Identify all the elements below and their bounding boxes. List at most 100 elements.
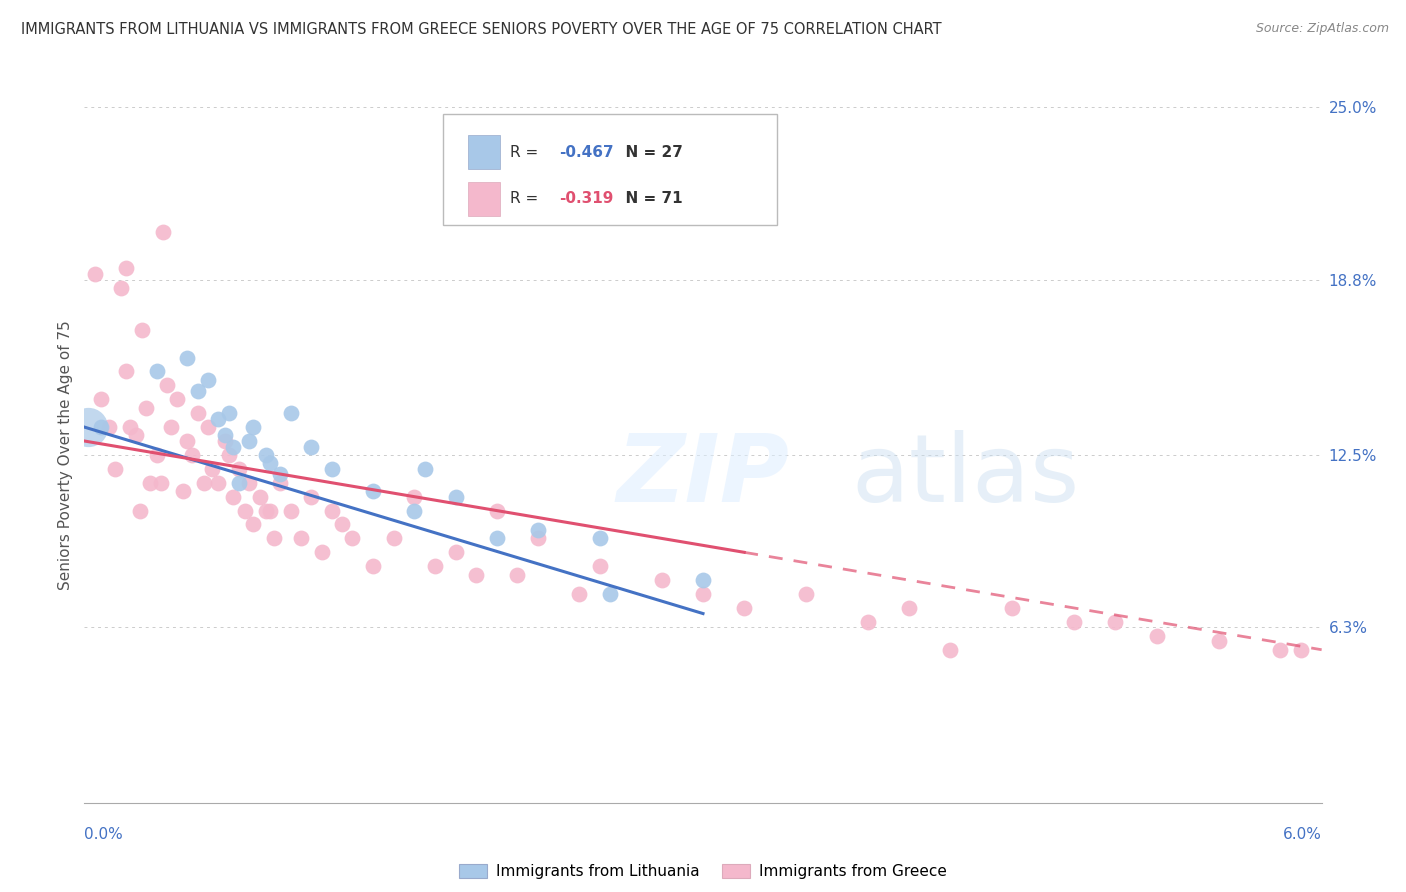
- Point: [110, 281, 132, 295]
- Text: ZIP: ZIP: [617, 430, 789, 522]
- FancyBboxPatch shape: [468, 135, 501, 169]
- Point: [135, 401, 157, 415]
- Point: [856, 615, 879, 629]
- Point: [269, 475, 291, 490]
- Text: N = 71: N = 71: [616, 192, 683, 206]
- Point: [527, 523, 550, 537]
- Point: [242, 420, 264, 434]
- Point: [444, 545, 467, 559]
- Point: [321, 503, 343, 517]
- Point: [794, 587, 817, 601]
- Point: [733, 601, 755, 615]
- Point: [197, 420, 219, 434]
- Text: R =: R =: [510, 192, 543, 206]
- Point: [145, 448, 167, 462]
- Point: [207, 411, 229, 425]
- Point: [172, 484, 194, 499]
- Point: [254, 448, 277, 462]
- Text: N = 27: N = 27: [616, 145, 683, 160]
- Point: [214, 434, 236, 448]
- Point: [218, 448, 240, 462]
- Point: [423, 559, 446, 574]
- Point: [90, 392, 112, 407]
- Point: [214, 428, 236, 442]
- Point: [83, 267, 105, 281]
- Point: [156, 378, 179, 392]
- Point: [114, 364, 136, 378]
- Point: [299, 490, 322, 504]
- Text: -0.319: -0.319: [560, 192, 614, 206]
- Point: [201, 462, 224, 476]
- Point: [299, 440, 322, 454]
- Text: -0.467: -0.467: [560, 145, 614, 160]
- Point: [176, 434, 198, 448]
- Point: [98, 420, 121, 434]
- Point: [599, 587, 621, 601]
- Point: [187, 384, 209, 398]
- Point: [898, 601, 921, 615]
- Point: [527, 532, 550, 546]
- Point: [444, 490, 467, 504]
- Point: [228, 475, 250, 490]
- Point: [125, 428, 148, 442]
- Legend: Immigrants from Lithuania, Immigrants from Greece: Immigrants from Lithuania, Immigrants fr…: [453, 858, 953, 886]
- Text: 6.0%: 6.0%: [1282, 827, 1322, 841]
- Point: [1063, 615, 1085, 629]
- Point: [218, 406, 240, 420]
- Point: [263, 532, 285, 546]
- FancyBboxPatch shape: [443, 114, 778, 226]
- Point: [152, 225, 174, 239]
- Point: [259, 456, 281, 470]
- Point: [568, 587, 591, 601]
- Point: [413, 462, 436, 476]
- Point: [207, 475, 229, 490]
- Point: [129, 503, 152, 517]
- Y-axis label: Seniors Poverty Over the Age of 75: Seniors Poverty Over the Age of 75: [58, 320, 73, 590]
- Point: [118, 420, 141, 434]
- Point: [176, 351, 198, 365]
- Point: [280, 503, 302, 517]
- Point: [180, 448, 202, 462]
- Point: [1208, 634, 1230, 648]
- Point: [242, 517, 264, 532]
- Point: [651, 573, 673, 587]
- Point: [222, 490, 245, 504]
- Point: [149, 475, 172, 490]
- Point: [104, 462, 127, 476]
- Point: [228, 462, 250, 476]
- Point: [238, 434, 260, 448]
- Point: [259, 503, 281, 517]
- Point: [342, 532, 364, 546]
- Point: [321, 462, 343, 476]
- Point: [589, 559, 612, 574]
- Point: [1289, 642, 1312, 657]
- Point: [1146, 629, 1168, 643]
- Point: [939, 642, 962, 657]
- Point: [692, 587, 714, 601]
- Point: [145, 364, 167, 378]
- Point: [197, 373, 219, 387]
- Point: [238, 475, 260, 490]
- Point: [485, 532, 508, 546]
- Point: [589, 532, 612, 546]
- Text: atlas: atlas: [852, 430, 1080, 522]
- Point: [249, 490, 271, 504]
- Point: [485, 503, 508, 517]
- Text: Source: ZipAtlas.com: Source: ZipAtlas.com: [1256, 22, 1389, 36]
- FancyBboxPatch shape: [468, 182, 501, 216]
- Point: [139, 475, 162, 490]
- Point: [254, 503, 277, 517]
- Point: [131, 323, 153, 337]
- Point: [382, 532, 405, 546]
- Point: [506, 567, 529, 582]
- Point: [269, 467, 291, 482]
- Text: R =: R =: [510, 145, 543, 160]
- Point: [90, 420, 112, 434]
- Point: [187, 406, 209, 420]
- Point: [330, 517, 353, 532]
- Text: IMMIGRANTS FROM LITHUANIA VS IMMIGRANTS FROM GREECE SENIORS POVERTY OVER THE AGE: IMMIGRANTS FROM LITHUANIA VS IMMIGRANTS …: [21, 22, 942, 37]
- Point: [290, 532, 312, 546]
- Point: [160, 420, 183, 434]
- Point: [361, 559, 384, 574]
- Point: [77, 420, 100, 434]
